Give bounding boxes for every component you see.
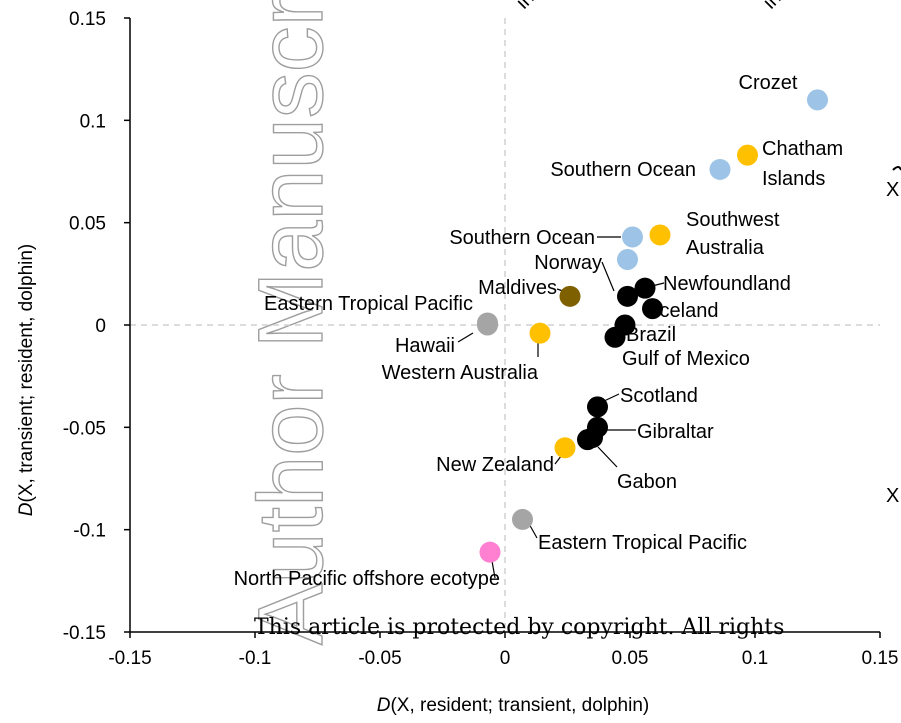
data-point xyxy=(709,158,731,180)
edge-fragment-right-1: X xyxy=(886,179,899,201)
y-tick-label: -0.05 xyxy=(63,418,106,439)
data-point xyxy=(649,224,671,246)
point-label-continued: Islands xyxy=(762,168,825,190)
data-point xyxy=(617,249,638,271)
x-axis-title: D(X, resident; transient, dolphin) xyxy=(377,695,649,716)
point-label: Eastern Tropical Pacific xyxy=(538,532,747,554)
y-tick-label: 0 xyxy=(95,316,106,337)
data-points xyxy=(477,89,828,563)
y-tick-label: -0.1 xyxy=(73,521,106,542)
point-label: Iceland xyxy=(654,300,719,322)
copyright-notice: This article is protected by copyright. … xyxy=(254,615,784,640)
label-leader-line xyxy=(597,446,618,468)
point-label: New Zealand xyxy=(436,454,554,476)
data-point xyxy=(807,89,828,111)
point-label: Eastern Tropical Pacific xyxy=(264,293,473,315)
data-point xyxy=(604,326,626,348)
data-point xyxy=(737,144,758,166)
point-label: Hawaii xyxy=(395,335,455,357)
point-label: North Pacific offshore ecotype xyxy=(234,568,500,590)
x-axis-title-text: (X, resident; transient, dolphin) xyxy=(390,695,649,716)
data-point-labels: Crozet Southern Ocean Chatham Islands Southw… xyxy=(234,72,844,590)
x-tick-label: 0.05 xyxy=(612,648,649,669)
point-label: Southern Ocean xyxy=(550,159,696,181)
data-point xyxy=(642,298,663,320)
point-label: Scotland xyxy=(620,385,698,407)
data-point xyxy=(634,277,656,299)
label-leader-line xyxy=(491,560,496,579)
point-label: Newfoundland xyxy=(663,273,791,295)
y-axis-ticks: -0.15 -0.1 -0.05 0 0.05 0.1 0.15 xyxy=(63,9,130,644)
point-label: Southern Ocean xyxy=(449,227,595,249)
x-tick-label: 0 xyxy=(500,648,511,669)
point-label: Brazil xyxy=(626,324,676,346)
y-tick-label: 0.1 xyxy=(80,111,106,132)
y-axis-title-text: (X, transient; resident, dolphin) xyxy=(16,244,37,503)
data-point xyxy=(577,429,598,451)
data-point xyxy=(554,437,576,459)
x-axis-title-prefix: D xyxy=(377,695,391,716)
data-point xyxy=(587,396,608,418)
x-axis-ticks: -0.15 -0.1 -0.05 0 0.05 0.1 0.15 xyxy=(108,632,898,669)
point-label: Gibraltar xyxy=(637,421,714,443)
point-label: Western Australia xyxy=(382,362,539,384)
reference-lines xyxy=(130,18,880,632)
point-label: Maldives xyxy=(478,277,557,299)
point-label: Norway xyxy=(534,252,602,274)
point-label-continued: Australia xyxy=(686,237,765,259)
point-label: Gabon xyxy=(617,471,677,493)
data-point xyxy=(512,508,533,530)
data-point xyxy=(479,541,501,563)
label-leader-line xyxy=(601,261,615,292)
x-tick-label: 0.1 xyxy=(742,648,768,669)
point-label: Gulf of Mexico xyxy=(622,348,750,370)
y-tick-label: -0.15 xyxy=(63,623,106,644)
data-point xyxy=(529,322,551,344)
data-point xyxy=(559,285,581,307)
x-tick-label: -0.05 xyxy=(358,648,401,669)
x-tick-label: -0.1 xyxy=(239,648,272,669)
y-axis-title-prefix: D xyxy=(16,502,37,516)
y-tick-label: 0.05 xyxy=(69,214,106,235)
x-tick-label: -0.15 xyxy=(108,648,151,669)
point-label: Chatham xyxy=(762,138,843,160)
label-leader-line xyxy=(457,332,474,343)
data-point xyxy=(622,226,643,248)
data-point xyxy=(617,285,638,307)
point-label: Crozet xyxy=(739,72,798,94)
y-tick-label: 0.15 xyxy=(69,9,106,30)
y-axis-title: D(X, transient; resident, dolphin) xyxy=(16,244,37,516)
edge-fragment-right-2: X xyxy=(886,485,899,507)
x-tick-label: 0.15 xyxy=(862,648,899,669)
point-label: Southwest xyxy=(686,209,780,231)
data-point xyxy=(477,314,498,336)
watermark-text: Author Manuscript xyxy=(240,0,342,645)
